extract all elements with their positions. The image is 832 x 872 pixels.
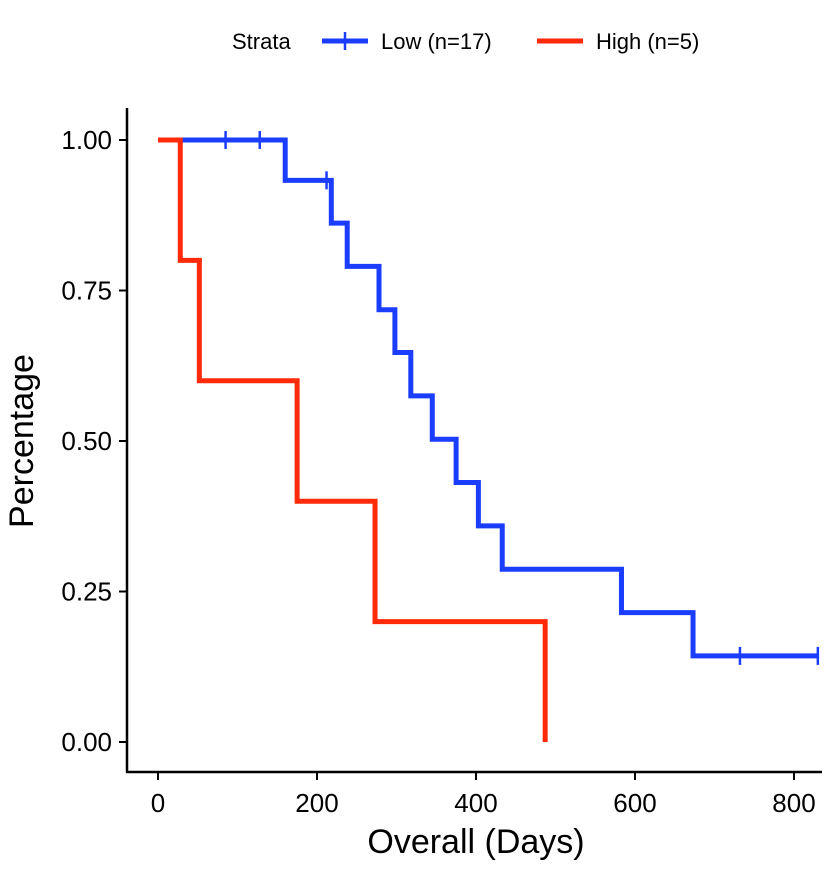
legend-title: Strata	[232, 29, 291, 54]
x-axis-title: Overall (Days)	[367, 823, 584, 861]
y-tick-label: 0.50	[61, 426, 112, 456]
survival-curve-low	[158, 137, 818, 659]
axes: 0.00 0.25 0.50 0.75 1.00 0 200 400 600 800	[61, 108, 822, 818]
legend-label: High (n=5)	[596, 29, 699, 54]
x-tick-label: 0	[151, 788, 165, 818]
survival-curve-high	[158, 137, 548, 742]
legend-label: Low (n=17)	[381, 29, 492, 54]
survival-curves	[158, 131, 820, 742]
x-tick-label: 400	[454, 788, 497, 818]
legend: Strata Low (n=17) High (n=5)	[232, 29, 699, 54]
y-tick-label: 0.25	[61, 577, 112, 607]
y-axis-title: Percentage	[3, 354, 41, 528]
y-tick-label: 0.00	[61, 727, 112, 757]
y-tick-label: 0.75	[61, 276, 112, 306]
x-tick-label: 600	[613, 788, 656, 818]
y-tick-label: 1.00	[61, 125, 112, 155]
x-tick-label: 200	[295, 788, 338, 818]
x-tick-label: 800	[772, 788, 815, 818]
